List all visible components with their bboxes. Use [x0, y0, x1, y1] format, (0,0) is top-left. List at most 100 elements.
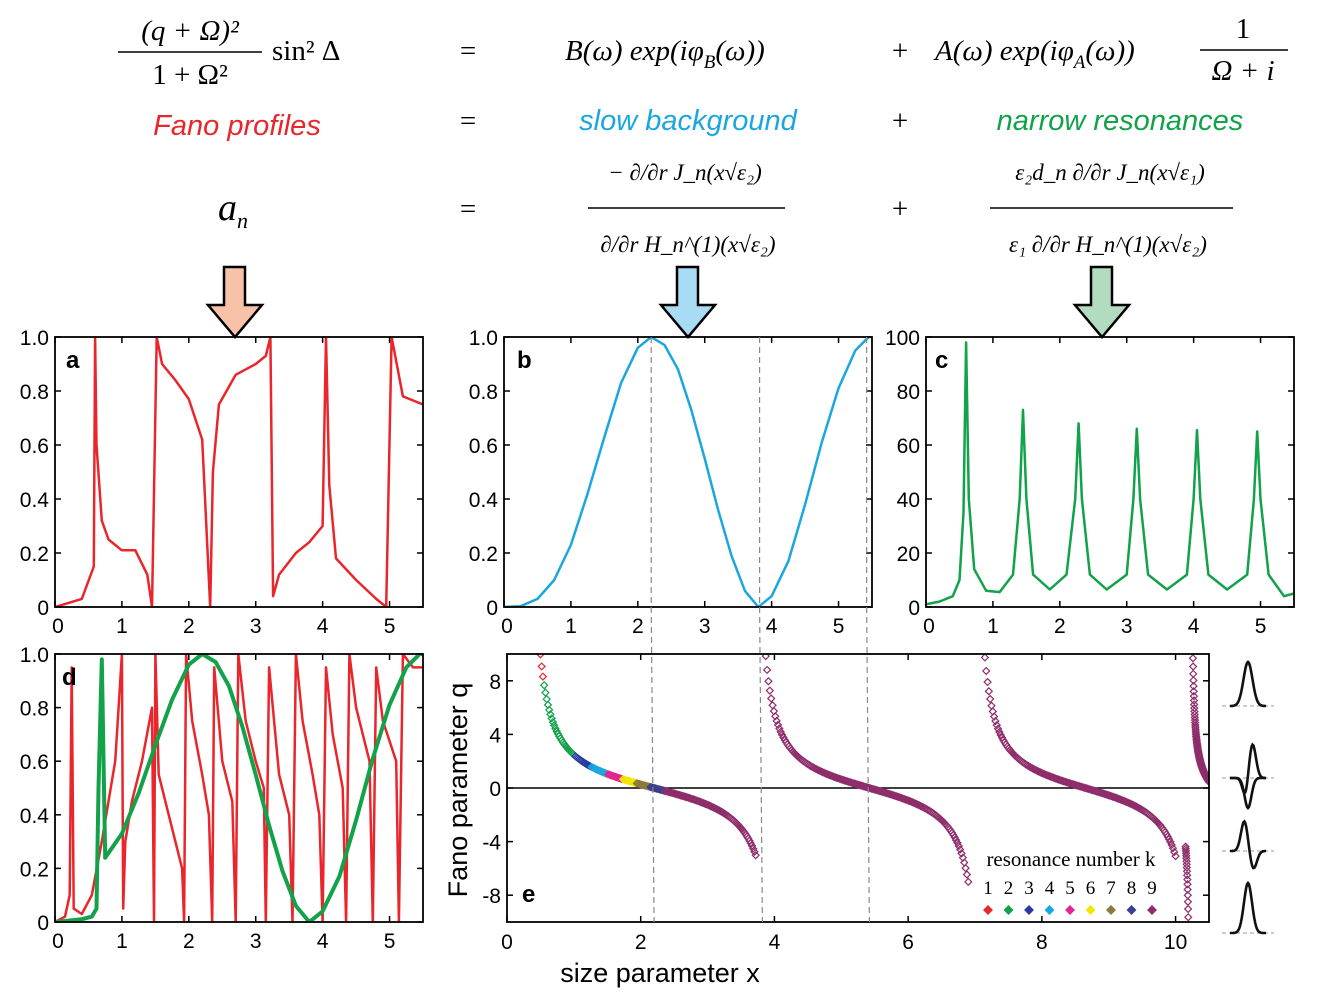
x-tick-label: 3	[250, 930, 262, 953]
legend-marker	[1065, 905, 1075, 915]
panel-c-chart: 0 1 2 3 4 5 0 20 40 60 80 100	[885, 327, 1295, 638]
legend-number: 1	[983, 878, 993, 899]
arrow-to-panel-b	[658, 265, 718, 339]
q-marker	[1168, 844, 1178, 853]
dashed-guide-lines	[650, 337, 870, 923]
q-marker	[538, 672, 548, 681]
y-tick-label: 0.4	[20, 805, 50, 828]
legend-marker	[1024, 905, 1034, 915]
q-marker	[547, 714, 556, 723]
x-tick-label: 0	[501, 931, 513, 954]
q-marker	[995, 727, 1004, 737]
x-tick-label: 5	[1255, 615, 1267, 638]
y-tick-label: -8	[482, 885, 501, 908]
y-tick-label: 100	[885, 327, 920, 350]
dashed-guide	[650, 606, 655, 923]
q-marker	[980, 654, 990, 662]
q-marker	[964, 877, 973, 887]
panel-letter-c: c	[935, 347, 948, 374]
x-tick-label: 4	[769, 931, 781, 954]
y-tick-label: 8	[489, 671, 501, 694]
x-tick-label: 2	[632, 615, 644, 638]
lhs-denominator: 1 + Ω²	[152, 59, 228, 91]
q-marker	[548, 717, 558, 727]
x-tick-label: 1	[116, 930, 128, 953]
q-marker	[1185, 923, 1192, 930]
legend-number: 6	[1086, 878, 1096, 899]
plus-sign-2: +	[892, 105, 908, 137]
q-marker	[955, 845, 965, 854]
q-marker	[1183, 880, 1192, 889]
q-marker	[768, 701, 777, 710]
y-tick-label: 0.6	[20, 751, 49, 774]
y-tick-label: 0.6	[20, 435, 49, 458]
x-tick-label: 5	[384, 615, 396, 638]
plot-frame	[54, 653, 424, 923]
dashed-guide	[866, 606, 870, 923]
q-marker	[776, 727, 785, 737]
q-marker	[764, 676, 773, 686]
legend-marker	[1044, 905, 1055, 915]
series-line-blue	[504, 337, 872, 607]
y-tick-label: 80	[897, 381, 920, 404]
y-tick-label: 0	[486, 597, 498, 620]
y-tick-label: 0.4	[20, 489, 50, 512]
narrow-resonances-label: narrow resonances	[997, 105, 1244, 137]
plus-sign-3: +	[892, 193, 908, 225]
resonance-fraction-numerator: 1	[1236, 13, 1251, 45]
x-tick-label: 10	[1164, 931, 1187, 954]
equals-sign-1: =	[460, 35, 476, 67]
q-marker	[549, 721, 559, 730]
legend-marker	[1106, 905, 1116, 915]
q-marker	[992, 720, 1001, 730]
x-tick-label: 5	[833, 615, 845, 638]
resonance-fraction3-denominator: ε₁ ∂/∂r H_n^(1)(x√ε₂)	[1009, 232, 1207, 257]
y-tick-label: 0.6	[469, 435, 498, 458]
plot-frame	[506, 653, 1210, 923]
q-marker	[1183, 885, 1192, 894]
plot-frame	[925, 336, 1295, 608]
legend-number: 4	[1045, 878, 1055, 899]
series-line-red	[55, 654, 423, 922]
legend-number: 5	[1065, 878, 1075, 899]
y-tick-label: 60	[897, 435, 920, 458]
q-marker	[539, 680, 549, 690]
x-tick-label: 3	[1121, 615, 1133, 638]
e-xlabel: size parameter x	[560, 958, 760, 988]
x-tick-label: 0	[501, 615, 513, 638]
plot-frame	[503, 336, 873, 608]
panel-d-chart: 0 1 2 3 4 5 0 0.2 0.4 0.6 0.8 1.0	[20, 644, 424, 953]
x-tick-label: 1	[116, 615, 128, 638]
equals-sign-2: =	[460, 105, 476, 137]
x-tick-label: 1	[987, 615, 999, 638]
y-tick-label: 0.8	[20, 381, 49, 404]
panel-letter-a: a	[66, 347, 80, 374]
q-marker	[750, 847, 759, 857]
plus-sign-1: +	[892, 35, 908, 67]
q-marker	[766, 694, 776, 703]
legend-marker	[1147, 905, 1157, 915]
x-tick-label: 4	[317, 930, 329, 953]
legend-marker	[1085, 905, 1096, 915]
q-marker	[987, 701, 996, 710]
x-tick-label: 0	[52, 615, 64, 638]
q-marker	[954, 841, 964, 851]
q-marker	[1183, 904, 1193, 914]
y-tick-label: 0	[37, 597, 49, 620]
equation-row-2: Fano profiles = slow background + narrow…	[153, 105, 1243, 142]
x-tick-label: 8	[1036, 931, 1048, 954]
q-marker	[1189, 669, 1198, 679]
y-tick-label: 1.0	[469, 327, 498, 350]
legend-marker	[1126, 905, 1137, 915]
panel-b-chart: 0 1 2 3 4 5 0 0.2 0.4 0.6 0.8 1.0	[469, 327, 873, 638]
q-marker	[953, 838, 962, 848]
q-marker	[1183, 897, 1193, 906]
lineshape-curve	[1230, 819, 1266, 870]
lhs-numerator: (q + Ω)²	[141, 15, 240, 47]
resonance-fraction-denominator: Ω + i	[1211, 55, 1274, 87]
legend-title: resonance number k	[986, 847, 1156, 871]
q-marker	[961, 863, 970, 873]
q-marker	[762, 665, 772, 675]
an-symbol: an	[218, 187, 248, 233]
q-marker	[985, 694, 995, 704]
